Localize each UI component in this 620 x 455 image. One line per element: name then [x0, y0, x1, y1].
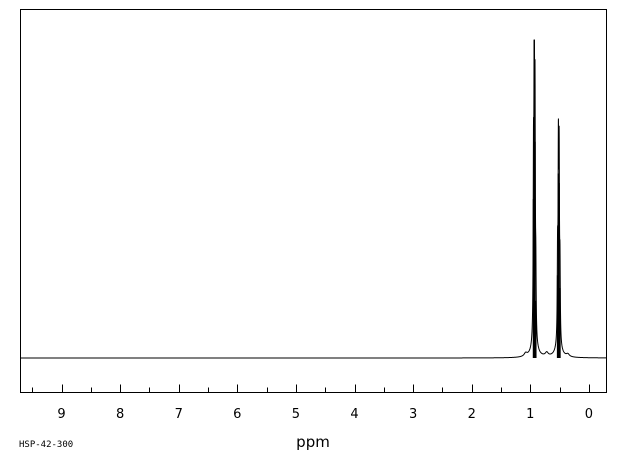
x-tick-label: 7 [175, 407, 183, 422]
spectrum-line [20, 39, 607, 359]
spectrum-code-label: HSP-42-300 [19, 440, 73, 450]
x-tick-label: 1 [526, 407, 534, 422]
x-tick-label: 4 [350, 407, 358, 422]
x-tick-label: 0 [585, 407, 593, 422]
x-tick-label: 2 [468, 407, 476, 422]
x-tick-label: 8 [116, 407, 124, 422]
x-tick-label: 9 [57, 407, 65, 422]
x-tick-label: 5 [292, 407, 300, 422]
x-tick-label: 3 [409, 407, 417, 422]
x-axis: 9 8 7 6 5 4 3 2 1 0 [32, 384, 593, 422]
x-axis-title: ppm [296, 433, 330, 451]
spectrum-series [20, 39, 607, 359]
plot-frame [20, 9, 607, 393]
x-tick-label: 6 [233, 407, 241, 422]
